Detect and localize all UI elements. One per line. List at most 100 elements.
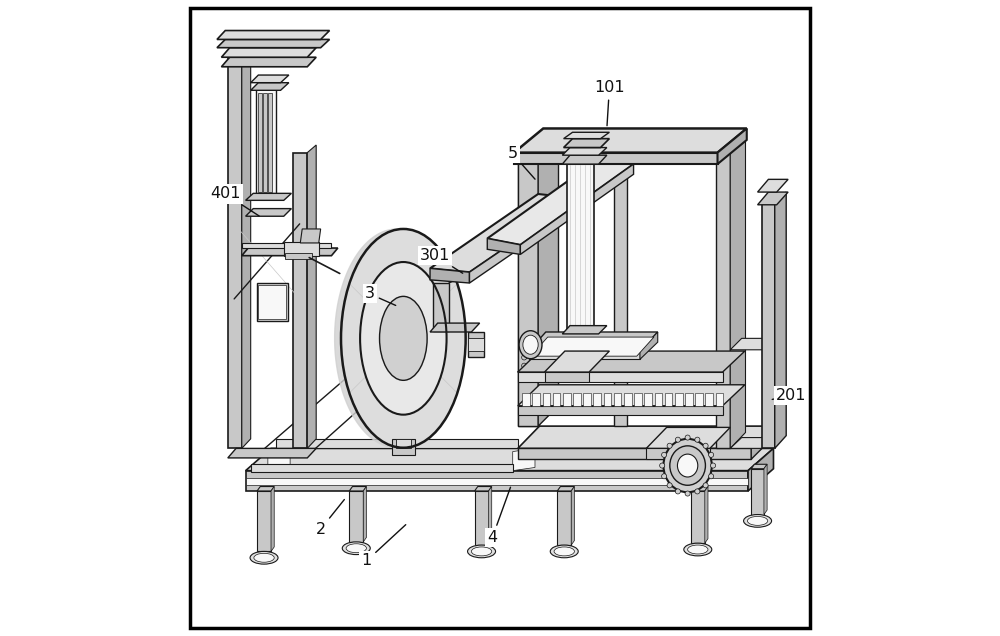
- Text: 301: 301: [420, 248, 463, 273]
- Polygon shape: [716, 153, 730, 448]
- Bar: [624, 393, 632, 406]
- Bar: [716, 393, 723, 406]
- Ellipse shape: [542, 363, 547, 368]
- Polygon shape: [251, 464, 513, 472]
- Polygon shape: [251, 75, 289, 83]
- Polygon shape: [489, 487, 492, 545]
- Bar: [583, 393, 591, 406]
- Ellipse shape: [346, 544, 366, 553]
- Polygon shape: [433, 283, 449, 331]
- Polygon shape: [228, 448, 316, 458]
- Bar: [396, 439, 411, 448]
- Bar: [675, 393, 683, 406]
- Ellipse shape: [342, 542, 370, 555]
- Bar: [655, 393, 662, 406]
- Polygon shape: [518, 351, 745, 372]
- Ellipse shape: [670, 446, 705, 485]
- Polygon shape: [730, 438, 773, 448]
- Polygon shape: [514, 153, 718, 164]
- Ellipse shape: [254, 553, 274, 562]
- Polygon shape: [293, 153, 307, 448]
- Ellipse shape: [529, 363, 534, 368]
- Polygon shape: [228, 57, 242, 448]
- Ellipse shape: [685, 491, 690, 496]
- Polygon shape: [335, 229, 459, 448]
- Ellipse shape: [709, 474, 714, 479]
- Bar: [614, 393, 621, 406]
- Ellipse shape: [522, 363, 527, 368]
- Polygon shape: [571, 487, 574, 545]
- Bar: [285, 253, 312, 259]
- Ellipse shape: [744, 515, 772, 527]
- Polygon shape: [518, 153, 539, 426]
- Polygon shape: [268, 448, 290, 471]
- Polygon shape: [246, 193, 291, 200]
- Bar: [468, 338, 484, 351]
- Ellipse shape: [675, 437, 680, 442]
- Polygon shape: [475, 487, 492, 491]
- Bar: [705, 393, 713, 406]
- Polygon shape: [242, 248, 338, 256]
- Polygon shape: [363, 487, 366, 542]
- Polygon shape: [751, 464, 767, 469]
- Ellipse shape: [695, 489, 700, 494]
- Polygon shape: [513, 448, 535, 471]
- Text: 2: 2: [316, 499, 344, 537]
- Text: 1: 1: [361, 525, 406, 569]
- Bar: [644, 393, 652, 406]
- Bar: [543, 393, 550, 406]
- Polygon shape: [718, 128, 747, 164]
- Ellipse shape: [688, 545, 708, 554]
- Polygon shape: [257, 487, 274, 491]
- Bar: [593, 393, 601, 406]
- Ellipse shape: [695, 437, 700, 442]
- Polygon shape: [341, 229, 466, 448]
- Polygon shape: [246, 209, 291, 216]
- Polygon shape: [545, 351, 609, 372]
- Ellipse shape: [667, 443, 672, 448]
- Polygon shape: [705, 487, 708, 543]
- Bar: [522, 393, 530, 406]
- Ellipse shape: [536, 363, 541, 368]
- Polygon shape: [730, 137, 745, 448]
- Ellipse shape: [667, 483, 672, 488]
- Polygon shape: [758, 192, 788, 205]
- Polygon shape: [520, 164, 634, 254]
- Text: 4: 4: [487, 487, 511, 545]
- Polygon shape: [564, 132, 609, 139]
- Polygon shape: [564, 139, 609, 148]
- Bar: [284, 242, 319, 256]
- Ellipse shape: [536, 355, 541, 360]
- Ellipse shape: [747, 516, 768, 525]
- Bar: [695, 393, 703, 406]
- Polygon shape: [567, 162, 594, 332]
- Ellipse shape: [709, 452, 714, 457]
- Bar: [665, 393, 672, 406]
- Bar: [604, 393, 611, 406]
- Polygon shape: [300, 229, 321, 243]
- Bar: [532, 393, 540, 406]
- Polygon shape: [614, 153, 627, 426]
- Polygon shape: [217, 39, 330, 48]
- Polygon shape: [380, 296, 427, 380]
- Polygon shape: [529, 351, 640, 359]
- Ellipse shape: [250, 551, 278, 564]
- Polygon shape: [557, 487, 574, 491]
- Ellipse shape: [554, 547, 574, 556]
- Polygon shape: [251, 83, 289, 90]
- Ellipse shape: [663, 439, 712, 492]
- Polygon shape: [518, 385, 745, 406]
- Polygon shape: [469, 198, 578, 283]
- Bar: [468, 332, 484, 357]
- Ellipse shape: [684, 543, 712, 556]
- Bar: [691, 491, 705, 543]
- Ellipse shape: [519, 331, 542, 359]
- Polygon shape: [531, 337, 654, 356]
- Polygon shape: [430, 323, 480, 332]
- Polygon shape: [748, 448, 773, 491]
- Polygon shape: [646, 427, 730, 448]
- Polygon shape: [518, 353, 594, 372]
- Ellipse shape: [677, 454, 698, 477]
- Polygon shape: [276, 439, 518, 448]
- Bar: [563, 393, 571, 406]
